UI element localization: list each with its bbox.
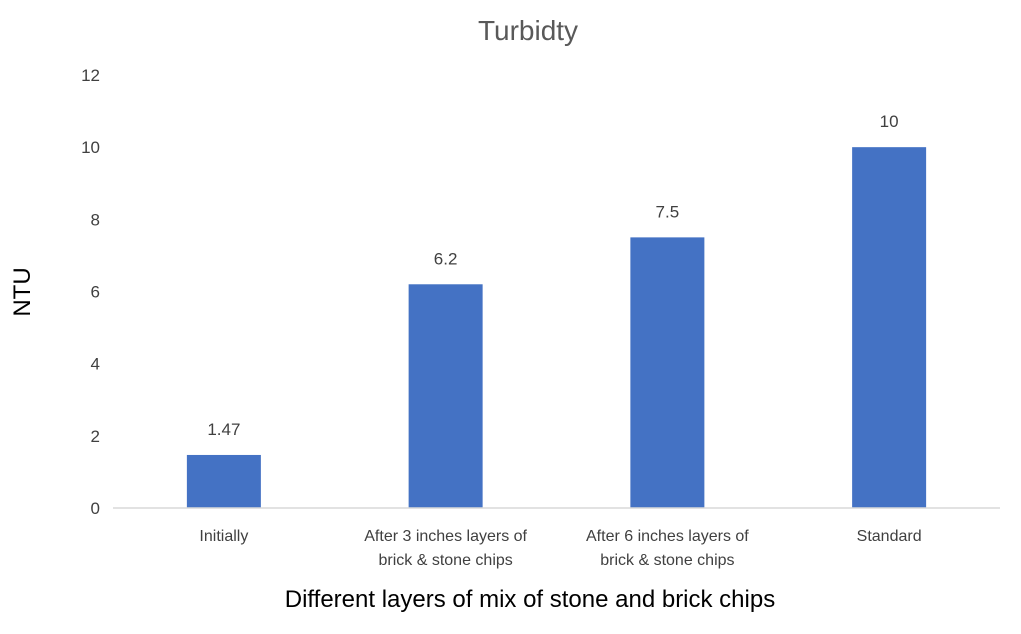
bar (852, 147, 927, 508)
x-category-label: Initially (199, 528, 248, 545)
bar-value-label: 6.2 (434, 249, 458, 268)
category-labels-group: Initially After 3 inches layers of brick &… (199, 528, 921, 569)
y-tick-label: 10 (81, 138, 100, 157)
x-category-label-line: After 3 inches layers of (364, 528, 527, 545)
y-axis-label: NTU (9, 267, 36, 316)
x-category-label: Standard (857, 528, 922, 545)
bar-value-label: 7.5 (656, 202, 680, 221)
y-tick-label: 8 (91, 210, 100, 229)
chart-title: Turbidty (478, 15, 578, 46)
bar (630, 237, 705, 508)
x-category-label: After 6 inches layers of brick & stone ch… (586, 528, 749, 569)
x-category-label: After 3 inches layers of brick & stone ch… (364, 528, 527, 569)
data-labels-group: 1.47 6.2 7.5 10 (207, 112, 898, 439)
y-tick-label: 2 (91, 427, 100, 446)
bars-group (186, 147, 927, 508)
y-tick-label: 6 (91, 283, 100, 302)
y-tick-label: 0 (91, 499, 100, 518)
x-category-label-line: After 6 inches layers of (586, 528, 749, 545)
bar-value-label: 1.47 (207, 420, 240, 439)
bar (186, 454, 261, 508)
y-tick-label: 4 (91, 355, 100, 374)
bar-value-label: 10 (880, 112, 899, 131)
x-category-label-line: Standard (857, 528, 922, 545)
y-tick-label: 12 (81, 66, 100, 85)
x-category-label-line: Initially (199, 528, 248, 545)
y-axis-ticks: 0 2 4 6 8 10 12 (81, 66, 100, 518)
bar (408, 284, 483, 508)
x-category-label-line: brick & stone chips (378, 552, 512, 569)
x-axis-label: Different layers of mix of stone and bri… (285, 586, 775, 613)
x-category-label-line: brick & stone chips (600, 552, 734, 569)
